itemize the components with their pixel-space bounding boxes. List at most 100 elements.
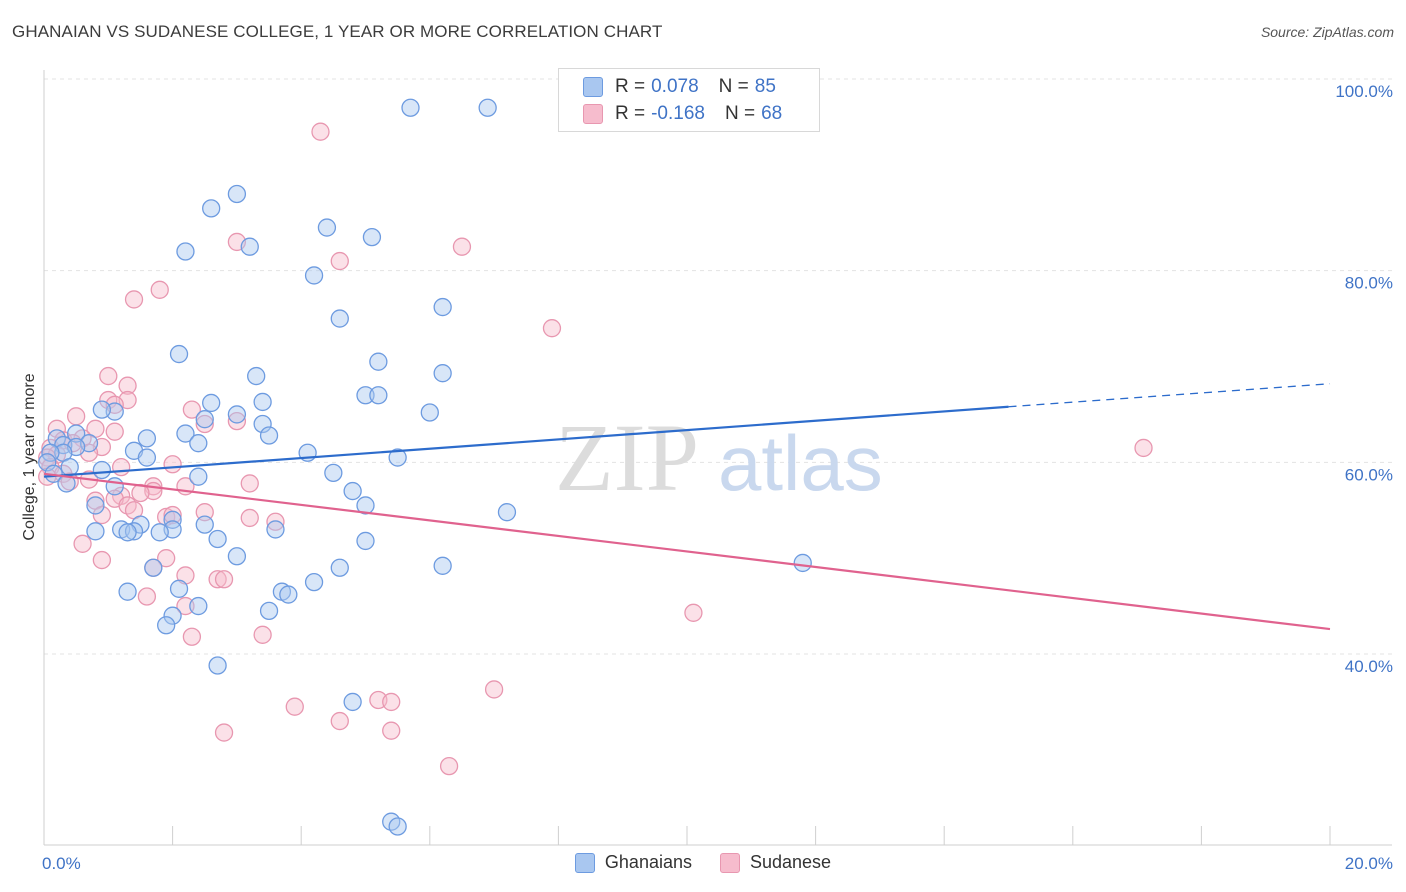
x-tick-label: 0.0% <box>42 854 81 873</box>
ghanaian-point <box>420 403 439 422</box>
source-label: Source: ZipAtlas.com <box>1260 24 1394 40</box>
ghanaian-point <box>401 98 420 117</box>
ghanaian-point <box>388 448 407 467</box>
ghanaian-point <box>67 424 86 443</box>
ghanaian-point <box>163 606 182 625</box>
chart-title: GHANAIAN VS SUDANESE COLLEGE, 1 YEAR OR … <box>12 22 663 41</box>
ghanaian-point <box>227 184 247 204</box>
ghanaian-point <box>189 596 208 616</box>
y-tick-label: 40.0% <box>1345 657 1393 676</box>
tick-labels: 100.0% 80.0% 60.0% 40.0% 0.0% 20.0% <box>42 82 1393 873</box>
ghanaian-point <box>195 410 214 429</box>
r-value: -0.168 <box>651 103 705 124</box>
sudanese-point <box>73 534 92 553</box>
legend-item-sudanese: Sudanese <box>720 852 831 873</box>
ghanaian-point <box>169 579 189 598</box>
ghanaian-point <box>189 467 208 486</box>
ghanaian-point <box>124 522 144 541</box>
sudanese-point <box>311 122 330 141</box>
ghanaian-point <box>253 392 272 412</box>
sudanese-point <box>542 319 562 338</box>
ghanaian-point <box>343 481 362 501</box>
sudanese-point <box>163 455 182 474</box>
sudanese-point <box>382 692 401 712</box>
gridlines <box>44 78 1392 655</box>
ghanaian-point <box>208 656 227 675</box>
ghanaian-point <box>478 98 497 117</box>
blue-swatch <box>574 852 595 873</box>
sudanese-point <box>266 512 285 531</box>
ghanaian-point <box>144 558 163 577</box>
ghanaian-point <box>266 520 285 539</box>
sudanese-point <box>253 625 272 644</box>
blue-swatch <box>583 77 603 97</box>
ghanaian-point <box>41 443 60 462</box>
ghanaian-point <box>279 585 298 604</box>
sudanese-point <box>240 474 259 493</box>
ghanaian-point <box>227 547 247 566</box>
ghanaian-point <box>253 414 272 434</box>
legend-row-sudanese: R = -0.168 N = 68 <box>583 101 782 127</box>
ghanaian-point <box>105 477 124 496</box>
ghanaian-points <box>38 98 812 836</box>
y-tick-label: 80.0% <box>1345 274 1393 293</box>
sudanese-point <box>208 570 227 589</box>
ghanaian-point <box>240 237 259 256</box>
ghanaian-point <box>259 426 279 445</box>
series-legend: Ghanaians Sudanese <box>0 852 1406 873</box>
ghanaian-point <box>433 364 452 383</box>
r-label: R = <box>615 103 646 124</box>
sudanese-point <box>214 723 234 742</box>
ghanaian-point <box>324 463 343 483</box>
ghanaian-point <box>356 496 375 515</box>
sudanese-point <box>92 505 112 525</box>
ghanaian-point <box>163 510 182 529</box>
ghanaian-point <box>259 601 279 621</box>
sudanese-point <box>47 419 67 438</box>
sudanese-point <box>182 400 202 419</box>
ghanaian-point <box>86 522 105 541</box>
sudanese-trendline <box>43 472 1331 631</box>
n-value: 85 <box>754 76 776 97</box>
ghanaian-point <box>369 352 388 371</box>
trendlines <box>43 383 1331 631</box>
watermark-zip: ZIP <box>555 404 699 511</box>
ghanaian-point <box>169 344 189 364</box>
sudanese-point <box>182 627 202 646</box>
ghanaian-point <box>202 393 221 413</box>
sudanese-point <box>163 505 182 525</box>
ghanaian-point <box>356 386 375 405</box>
ghanaian-point <box>388 817 407 836</box>
ghanaian-point <box>38 453 57 472</box>
ghanaian-point <box>157 616 176 635</box>
sudanese-point <box>176 596 195 616</box>
ghanaian-point <box>304 266 324 285</box>
r-value: 0.078 <box>651 76 699 97</box>
sudanese-point <box>439 756 459 776</box>
ghanaian-point <box>227 405 247 424</box>
y-tick-label: 60.0% <box>1345 465 1393 484</box>
ghanaian-point <box>304 572 324 592</box>
r-label: R = <box>615 76 646 97</box>
ghanaian-point <box>497 503 517 522</box>
sudanese-point <box>92 550 112 570</box>
ghanaian-point <box>433 556 452 575</box>
ghanaian-point <box>195 515 214 534</box>
sudanese-point <box>137 587 157 606</box>
ghanaian-point <box>92 460 112 480</box>
pink-swatch <box>583 104 603 124</box>
ghanaian-point <box>343 692 362 712</box>
ghanaian-point <box>150 523 169 542</box>
ghanaian-point <box>793 553 812 573</box>
legend-label-ghanaians: Ghanaians <box>604 852 692 872</box>
ghanaian-point <box>176 242 195 261</box>
ghanaian-point <box>137 429 157 448</box>
sudanese-point <box>124 290 144 309</box>
ghanaian-point <box>118 523 137 542</box>
sudanese-point <box>484 680 504 699</box>
ghanaian-point <box>433 297 452 317</box>
y-axis-label: College, 1 year or more <box>21 373 38 540</box>
ghanaian-point <box>86 496 105 515</box>
sudanese-point <box>285 697 304 716</box>
sudanese-point <box>99 366 118 386</box>
